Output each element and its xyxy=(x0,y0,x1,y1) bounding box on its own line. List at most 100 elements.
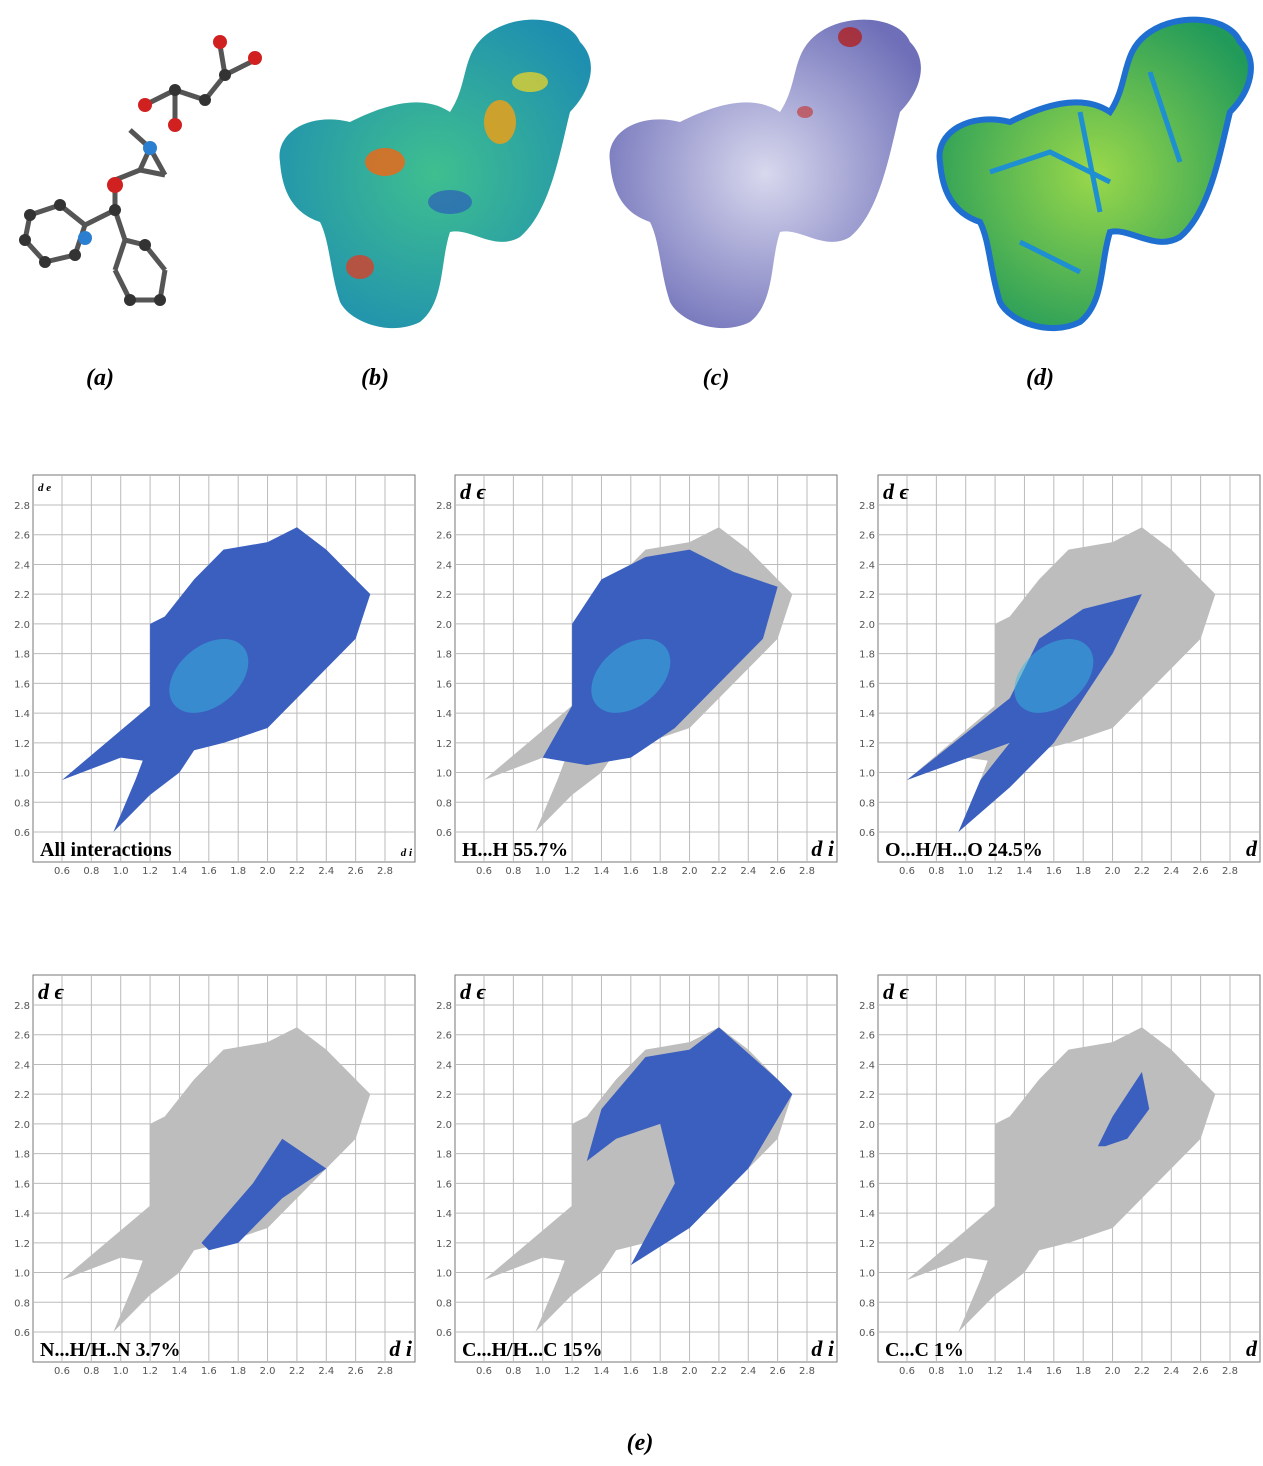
figure: (a)(b)(c)(d)(e) 0.60.60.80.81.01.01.21.2… xyxy=(0,0,1263,1466)
x-tick-label: 1.4 xyxy=(172,866,188,877)
y-tick-label: 2.0 xyxy=(859,620,875,631)
x-tick-label: 1.2 xyxy=(987,1366,1003,1377)
y-tick-label: 2.8 xyxy=(436,1001,452,1012)
x-tick-label: 2.2 xyxy=(289,1366,305,1377)
y-tick-label: 2.6 xyxy=(436,1031,452,1042)
y-tick-label: 2.6 xyxy=(14,531,30,542)
y-tick-label: 0.6 xyxy=(14,1328,30,1339)
x-tick-label: 2.6 xyxy=(770,866,786,877)
y-tick-label: 2.8 xyxy=(14,501,30,512)
y-tick-label: 0.8 xyxy=(859,798,875,809)
x-tick-label: 0.6 xyxy=(476,866,492,877)
y-tick-label: 1.8 xyxy=(14,1150,30,1161)
x-tick-label: 1.8 xyxy=(1075,866,1091,877)
y-axis-label: d ϵ xyxy=(38,979,65,1004)
x-tick-label: 0.8 xyxy=(928,1366,944,1377)
x-tick-label: 1.0 xyxy=(535,866,551,877)
x-tick-label: 2.4 xyxy=(318,1366,334,1377)
y-axis-label: d e xyxy=(38,482,51,494)
x-tick-label: 0.6 xyxy=(476,1366,492,1377)
x-tick-label: 2.2 xyxy=(711,1366,727,1377)
x-tick-label: 2.4 xyxy=(318,866,334,877)
y-tick-label: 2.4 xyxy=(859,1060,875,1071)
y-tick-label: 1.2 xyxy=(14,1239,30,1250)
x-tick-label: 1.4 xyxy=(1017,866,1033,877)
fingerprint-plot: 0.60.60.80.81.01.01.21.21.41.41.61.61.81… xyxy=(14,975,415,1377)
y-tick-label: 0.6 xyxy=(14,828,30,839)
y-tick-label: 2.4 xyxy=(14,1060,30,1071)
x-tick-label: 2.6 xyxy=(1193,866,1209,877)
y-tick-label: 1.0 xyxy=(859,769,875,780)
y-tick-label: 2.0 xyxy=(436,620,452,631)
x-tick-label: 1.0 xyxy=(113,1366,129,1377)
y-tick-label: 2.0 xyxy=(436,1120,452,1131)
fingerprint-plot: 0.60.60.80.81.01.01.21.21.41.41.61.61.81… xyxy=(859,475,1260,877)
x-tick-label: 0.6 xyxy=(54,1366,70,1377)
y-tick-label: 0.6 xyxy=(436,828,452,839)
x-axis-label: d i xyxy=(811,1336,835,1361)
y-tick-label: 0.6 xyxy=(859,828,875,839)
y-tick-label: 2.2 xyxy=(436,1090,452,1101)
x-tick-label: 2.6 xyxy=(348,1366,364,1377)
y-tick-label: 0.8 xyxy=(436,1298,452,1309)
x-tick-label: 2.2 xyxy=(1134,866,1150,877)
y-tick-label: 1.2 xyxy=(859,739,875,750)
y-axis-label: d ϵ xyxy=(460,479,487,504)
y-tick-label: 2.2 xyxy=(436,590,452,601)
x-tick-label: 1.4 xyxy=(1017,1366,1033,1377)
x-axis-label: d i xyxy=(811,836,835,861)
x-tick-label: 2.8 xyxy=(1222,866,1238,877)
x-tick-label: 1.6 xyxy=(201,866,217,877)
y-tick-label: 1.4 xyxy=(859,709,875,720)
x-tick-label: 1.0 xyxy=(958,866,974,877)
panel-label: (b) xyxy=(361,365,389,391)
molecule xyxy=(25,45,255,300)
x-tick-label: 0.6 xyxy=(899,866,915,877)
y-tick-label: 2.6 xyxy=(859,531,875,542)
surface-b xyxy=(280,20,591,328)
x-tick-label: 1.6 xyxy=(623,866,639,877)
y-tick-label: 2.4 xyxy=(436,560,452,571)
panel-label: (a) xyxy=(86,365,114,391)
y-tick-label: 1.0 xyxy=(436,1269,452,1280)
x-tick-label: 1.6 xyxy=(201,1366,217,1377)
x-tick-label: 2.8 xyxy=(799,866,815,877)
plot-caption: N...H/H..N 3.7% xyxy=(40,1339,181,1361)
y-tick-label: 1.6 xyxy=(14,1179,30,1190)
x-axis-label: d i xyxy=(389,1336,413,1361)
y-tick-label: 2.8 xyxy=(859,501,875,512)
surface-d xyxy=(940,20,1251,328)
y-tick-label: 2.4 xyxy=(859,560,875,571)
x-tick-label: 0.6 xyxy=(54,866,70,877)
y-tick-label: 2.8 xyxy=(436,501,452,512)
y-tick-label: 1.2 xyxy=(436,1239,452,1250)
x-tick-label: 1.2 xyxy=(564,1366,580,1377)
x-tick-label: 1.6 xyxy=(1046,866,1062,877)
y-axis-label: d ϵ xyxy=(883,479,910,504)
fingerprint-plot: 0.60.60.80.81.01.01.21.21.41.41.61.61.81… xyxy=(14,475,415,877)
y-tick-label: 2.6 xyxy=(859,1031,875,1042)
x-tick-label: 0.6 xyxy=(899,1366,915,1377)
y-tick-label: 2.0 xyxy=(14,1120,30,1131)
y-tick-label: 0.8 xyxy=(859,1298,875,1309)
panel-label: (e) xyxy=(627,1430,654,1456)
x-tick-label: 2.6 xyxy=(348,866,364,877)
y-tick-label: 0.8 xyxy=(14,798,30,809)
plot-caption: C...H/H...C 15% xyxy=(462,1339,603,1361)
x-tick-label: 2.0 xyxy=(682,866,698,877)
x-tick-label: 2.2 xyxy=(289,866,305,877)
x-tick-label: 2.6 xyxy=(1193,1366,1209,1377)
x-tick-label: 2.0 xyxy=(1105,866,1121,877)
x-tick-label: 2.2 xyxy=(711,866,727,877)
y-tick-label: 2.2 xyxy=(859,1090,875,1101)
y-tick-label: 2.4 xyxy=(436,1060,452,1071)
x-tick-label: 1.4 xyxy=(594,1366,610,1377)
y-axis-label: d ϵ xyxy=(460,979,487,1004)
plot-caption: H...H 55.7% xyxy=(462,839,568,861)
y-tick-label: 1.4 xyxy=(14,709,30,720)
plot-caption: All interactions xyxy=(40,839,172,861)
x-tick-label: 1.0 xyxy=(113,866,129,877)
y-tick-label: 1.8 xyxy=(859,1150,875,1161)
y-tick-label: 1.0 xyxy=(14,769,30,780)
x-tick-label: 2.8 xyxy=(1222,1366,1238,1377)
